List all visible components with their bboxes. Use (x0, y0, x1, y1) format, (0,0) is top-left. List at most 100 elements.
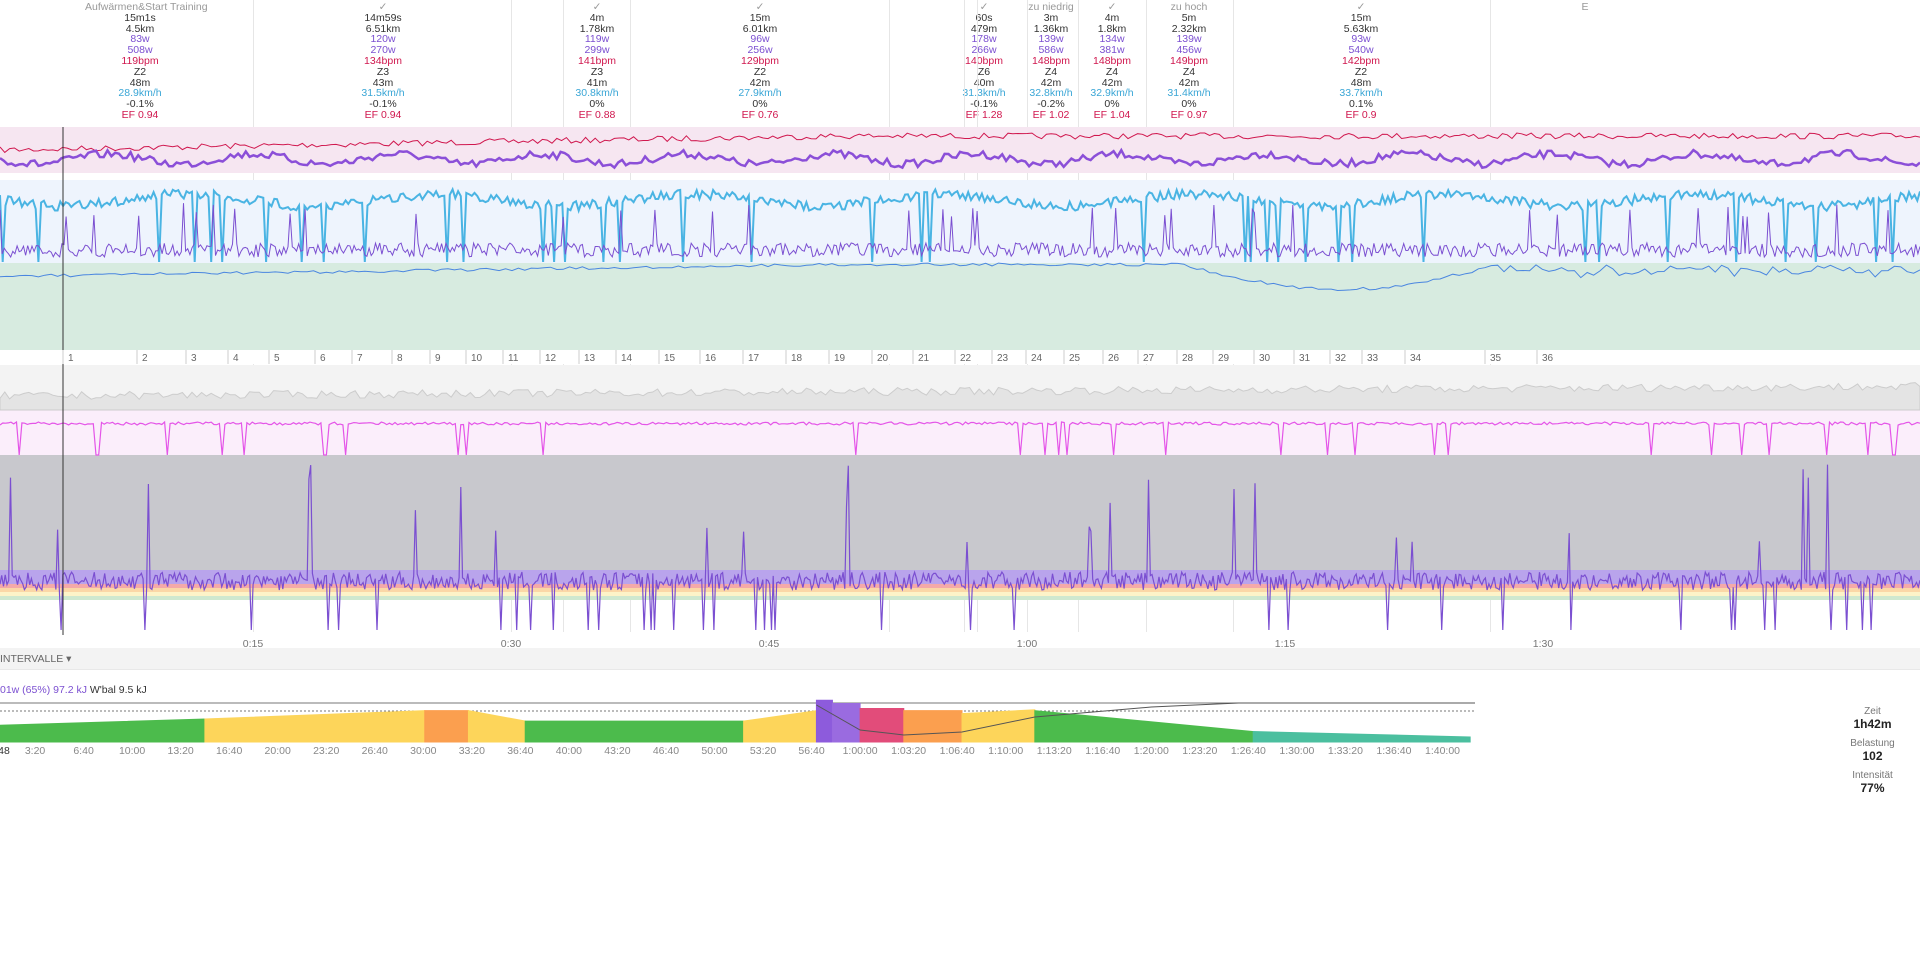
intervals-toggle[interactable]: INTERVALLE ▾ (0, 653, 72, 665)
lap-number[interactable]: 34 (1410, 353, 1422, 364)
lap-number[interactable]: 11 (508, 353, 519, 364)
lap-number[interactable]: 31 (1299, 353, 1311, 364)
interval-column[interactable]: zu niedrig 3m 1.36km 139w 586w 148bpm Z4 42m 32.… (996, 2, 1106, 121)
interval-column[interactable]: Aufwärmen&Start Training 15m1s 4.5km 83w 508… (85, 1, 208, 121)
lap-number[interactable]: 36 (1542, 353, 1554, 364)
lap-number[interactable]: 16 (705, 353, 717, 364)
lap-number[interactable]: 14 (621, 353, 633, 364)
zone-segment-z4[interactable] (424, 710, 469, 743)
hr-line (0, 132, 1920, 154)
activity-chart[interactable]: 1 2 3 4 5 6 7 8 9 10 11 12 13 14 15 16 17 18 19 20 21 22 23 24 2… (0, 125, 1920, 635)
lap-number[interactable]: 19 (834, 353, 846, 364)
zone-segment-z2[interactable] (1034, 710, 1254, 743)
zone-segment-z2[interactable] (0, 718, 206, 743)
interval-pw-max: 381w (1099, 44, 1125, 57)
lap-number[interactable]: 26 (1108, 353, 1120, 364)
zone-segment-z3[interactable] (743, 710, 817, 743)
interval-label: ✓ (755, 1, 765, 13)
lap-number[interactable]: 29 (1218, 353, 1230, 364)
zone-segment-z6[interactable] (815, 699, 833, 743)
interval-pw-avg: 119w (584, 33, 610, 46)
zone-time-tick: 1:33:20 (1327, 745, 1363, 757)
interval-pw-avg: 83w (130, 33, 150, 46)
zone-segment-z5b[interactable] (859, 708, 905, 743)
interval-speed: 27.9km/h (738, 87, 782, 100)
lap-number[interactable]: 25 (1069, 353, 1081, 364)
zone-segment-z5[interactable] (831, 703, 861, 743)
power-smooth-line (0, 147, 1920, 170)
lap-number[interactable]: 2 (142, 353, 148, 364)
interval-column[interactable]: ✓ 4m 1.78km 119w 299w 141bpm Z3 41m 30.8km/h 0% EF… (542, 2, 652, 121)
cadence-area (0, 382, 1920, 411)
lap-number[interactable]: 23 (997, 353, 1009, 364)
lap-number[interactable]: 15 (664, 353, 676, 364)
interval-m: 42m (1178, 76, 1200, 89)
interval-zone: Z4 (1044, 65, 1058, 78)
lap-number[interactable]: 5 (274, 353, 280, 364)
lap-number[interactable]: 10 (471, 353, 483, 364)
interval-column[interactable]: ✓ 14m59s 6.51km 120w 270w 134bpm Z3 43m 31.5km/h… (328, 2, 438, 121)
zone-segment-z3[interactable] (467, 710, 526, 743)
interval-column[interactable]: ✓ 60s 479m 178w 266w 140bpm Z6 40m 31.3km/h -0.1%… (929, 2, 1039, 121)
stat-value: 1h42m (1853, 717, 1892, 731)
interval-ef: EF 1.28 (965, 108, 1003, 121)
lap-number[interactable]: 18 (791, 353, 803, 364)
interval-speed: 28.9km/h (118, 87, 162, 100)
lap-number[interactable]: 24 (1031, 353, 1043, 364)
time-tick: 1:30 (1532, 638, 1554, 650)
interval-header: Aufwärmen&Start Training 15m1s 4.5km 83w 508… (0, 0, 1920, 125)
lap-number[interactable]: 32 (1335, 353, 1347, 364)
intervals-bar: INTERVALLE ▾ (0, 648, 1920, 670)
lap-number[interactable]: 8 (397, 353, 403, 364)
interval-column[interactable]: ✓ 4m 1.8km 134w 381w 148bpm Z4 42m 32.9km/h 0% EF … (1057, 2, 1167, 121)
lap-number[interactable]: 1 (68, 353, 74, 364)
lap-number[interactable]: 4 (233, 353, 239, 364)
interval-column[interactable]: ✓ 15m 6.01km 96w 256w 129bpm Z2 42m 27.9km/h 0% EF… (705, 2, 815, 121)
lap-number[interactable]: 35 (1490, 353, 1502, 364)
zone-segment-z3[interactable] (961, 709, 1036, 743)
zone-segment-z4[interactable] (903, 710, 963, 743)
zone-time-tick: 16:40 (216, 745, 243, 757)
lap-number[interactable]: 28 (1182, 353, 1194, 364)
lap-number[interactable]: 3 (191, 353, 197, 364)
stat-value: 77% (1860, 781, 1885, 795)
interval-pw-avg: 139w (1038, 33, 1064, 46)
interval-ef: EF 0.76 (741, 108, 779, 121)
lap-number[interactable]: 7 (357, 353, 363, 364)
power-zone-band (0, 592, 1920, 596)
lap-number[interactable]: 12 (545, 353, 557, 364)
zone-segment-z2[interactable] (524, 720, 745, 743)
zone-time-tick: 3:20 (24, 745, 46, 757)
lap-number[interactable]: 9 (435, 353, 441, 364)
interval-edge-label: E (1581, 1, 1589, 13)
interval-dist: 1.8km (1097, 22, 1127, 35)
lap-number[interactable]: 17 (748, 353, 760, 364)
interval-pw-avg: 134w (1099, 33, 1125, 46)
lap-number[interactable]: 33 (1367, 353, 1379, 364)
interval-column[interactable]: ✓ 15m 5.63km 93w 540w 142bpm Z2 48m 33.7km/h 0.1%… (1306, 2, 1416, 121)
zone-time-tick: 1:20:00 (1133, 745, 1169, 757)
interval-grade: 0% (589, 98, 605, 111)
lap-number[interactable]: 30 (1259, 353, 1271, 364)
zone-time-tick: 36:40 (507, 745, 534, 757)
interval-hr: 148bpm (1093, 54, 1131, 67)
wbal-line (816, 702, 1475, 736)
lap-number[interactable]: 20 (877, 353, 889, 364)
lap-number[interactable]: 27 (1143, 353, 1155, 364)
interval-pw-max: 586w (1038, 44, 1064, 57)
zone-segment-z3[interactable] (204, 710, 426, 743)
lap-number[interactable]: 13 (584, 353, 596, 364)
interval-speed: 32.8km/h (1029, 87, 1073, 100)
interval-time: 3m (1043, 11, 1059, 24)
interval-label: Aufwärmen&Start Training (85, 1, 208, 13)
lap-number[interactable]: 22 (960, 353, 972, 364)
zone-segment-z1[interactable] (1252, 731, 1471, 743)
altitude-band (0, 263, 1920, 350)
stat-value: 102 (1862, 749, 1883, 763)
lap-number[interactable]: 6 (320, 353, 326, 364)
interval-m: 42m (1040, 76, 1062, 89)
speed-line (0, 186, 1920, 263)
interval-hr: 141bpm (578, 54, 616, 67)
interval-column[interactable]: zu hoch 5m 2.32km 139w 456w 149bpm Z4 42m 31.4km… (1134, 2, 1244, 121)
lap-number[interactable]: 21 (918, 353, 930, 364)
